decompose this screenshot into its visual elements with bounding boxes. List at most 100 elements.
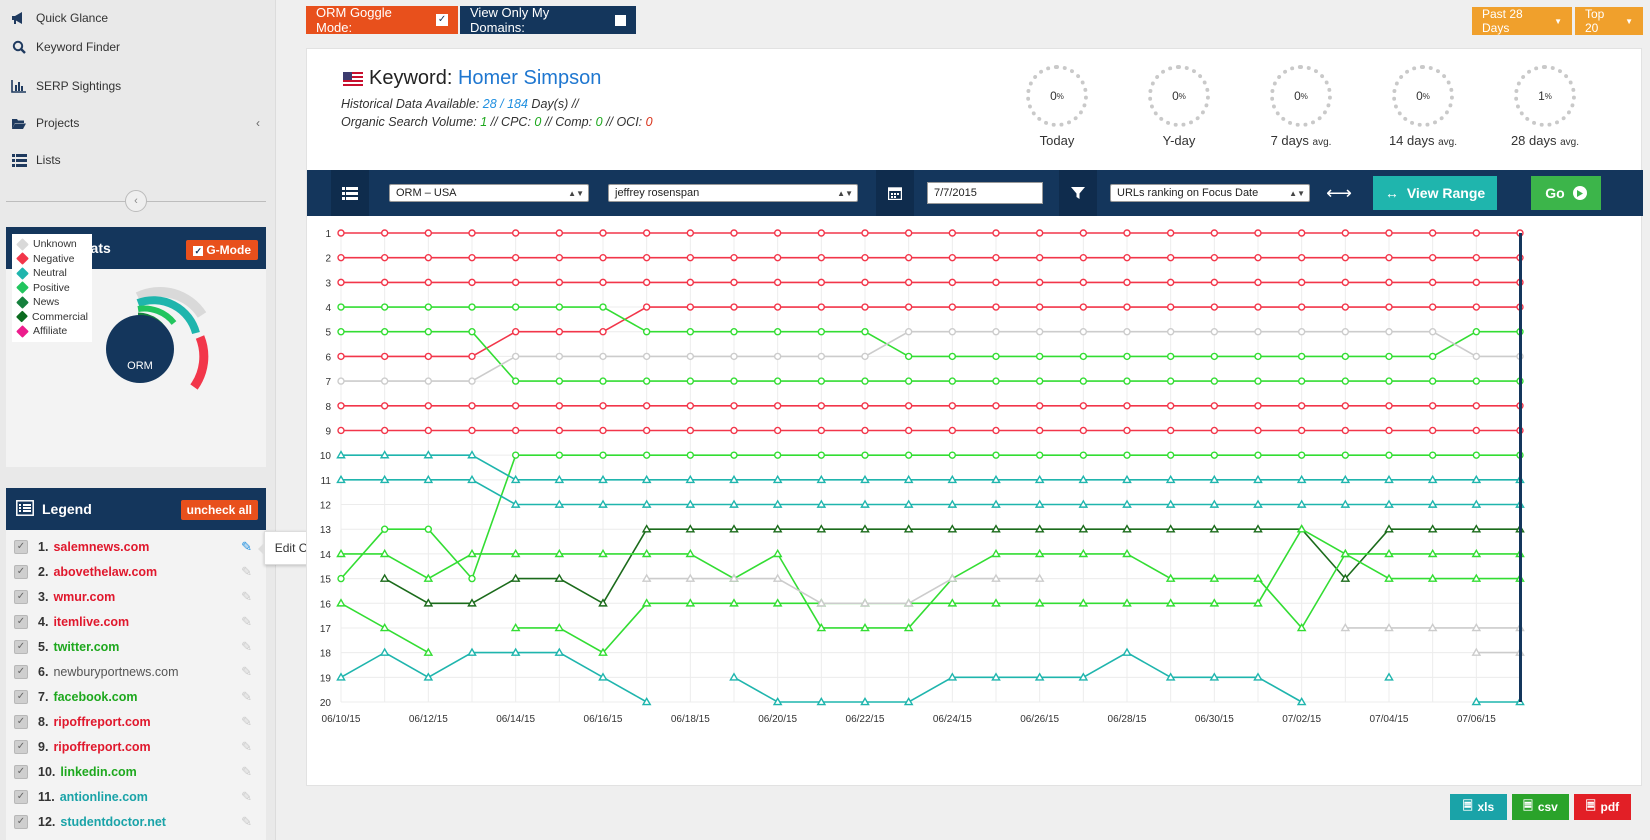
data-point[interactable]	[423, 672, 434, 681]
series-line[interactable]	[1471, 647, 1525, 656]
data-point[interactable]	[598, 647, 608, 656]
data-point[interactable]	[641, 474, 652, 484]
data-point[interactable]	[817, 426, 826, 435]
data-point[interactable]	[991, 672, 1001, 681]
data-point[interactable]	[511, 352, 520, 361]
data-point[interactable]	[1166, 253, 1175, 262]
series-line[interactable]	[337, 253, 1524, 262]
data-point[interactable]	[772, 548, 783, 558]
series-line[interactable]	[337, 278, 1524, 287]
data-point[interactable]	[380, 525, 389, 533]
legend-item[interactable]: ✓ 11. antionline.com ✎	[14, 784, 262, 809]
data-point[interactable]	[1428, 278, 1437, 287]
data-point[interactable]	[511, 278, 520, 287]
data-point[interactable]	[599, 278, 607, 287]
data-point[interactable]	[555, 253, 564, 262]
data-point[interactable]	[1079, 377, 1088, 385]
data-point[interactable]	[642, 377, 651, 385]
data-point[interactable]	[686, 278, 695, 287]
legend-item[interactable]: ✓ 5. twitter.com ✎	[14, 634, 262, 659]
data-point[interactable]	[903, 499, 914, 508]
data-point[interactable]	[1427, 622, 1438, 632]
data-point[interactable]	[337, 303, 345, 311]
keyword-select[interactable]: jeffrey rosenspan ▲▼	[608, 184, 858, 202]
edit-icon[interactable]: ✎	[241, 588, 252, 604]
data-point[interactable]	[861, 229, 869, 237]
data-point[interactable]	[1210, 451, 1219, 459]
data-point[interactable]	[511, 402, 520, 410]
data-point[interactable]	[1385, 328, 1393, 336]
data-point[interactable]	[948, 303, 957, 311]
series-line[interactable]	[337, 426, 1524, 435]
expand-horizontal-icon[interactable]: ⟷	[1326, 182, 1352, 203]
data-point[interactable]	[1123, 402, 1131, 410]
chevron-left-icon[interactable]: ‹	[256, 116, 260, 130]
data-point[interactable]	[773, 451, 782, 459]
data-point[interactable]	[468, 328, 476, 336]
data-point[interactable]	[554, 474, 565, 484]
data-point[interactable]	[816, 524, 827, 533]
data-point[interactable]	[1035, 402, 1044, 410]
legend-checkbox[interactable]: ✓	[14, 639, 28, 654]
data-point[interactable]	[599, 352, 607, 361]
data-point[interactable]	[948, 229, 957, 237]
data-point[interactable]	[1034, 573, 1045, 582]
data-point[interactable]	[1035, 426, 1044, 435]
data-point[interactable]	[1297, 253, 1306, 262]
series-line[interactable]	[337, 328, 1524, 385]
data-point[interactable]	[1035, 229, 1044, 237]
data-point[interactable]	[1385, 451, 1393, 459]
data-point[interactable]	[1296, 499, 1307, 508]
data-point[interactable]	[903, 524, 914, 533]
data-point[interactable]	[1428, 229, 1437, 237]
data-point[interactable]	[1034, 499, 1045, 508]
data-point[interactable]	[1385, 426, 1393, 435]
data-point[interactable]	[1340, 548, 1351, 558]
data-point[interactable]	[948, 278, 957, 287]
data-point[interactable]	[1254, 451, 1262, 459]
data-point[interactable]	[424, 278, 433, 287]
data-point[interactable]	[642, 303, 651, 311]
data-point[interactable]	[861, 426, 869, 435]
legend-item[interactable]: ✓ 3. wmur.com ✎	[14, 584, 262, 609]
data-point[interactable]	[1384, 474, 1394, 484]
data-point[interactable]	[1472, 328, 1481, 336]
data-point[interactable]	[555, 426, 564, 435]
legend-checkbox[interactable]: ✓	[14, 539, 28, 554]
data-point[interactable]	[904, 451, 913, 459]
data-point[interactable]	[337, 574, 345, 583]
data-point[interactable]	[1296, 474, 1307, 484]
edit-icon[interactable]: ✎	[241, 713, 252, 729]
data-point[interactable]	[773, 253, 782, 262]
data-point[interactable]	[773, 352, 782, 361]
data-point[interactable]	[641, 499, 652, 508]
edit-icon[interactable]: ✎	[241, 613, 252, 629]
data-point[interactable]	[1384, 622, 1394, 632]
data-point[interactable]	[730, 253, 738, 262]
data-point[interactable]	[904, 328, 913, 336]
view-range-button[interactable]: ↔ View Range	[1373, 176, 1497, 210]
legend-item-domain[interactable]: antionline.com	[59, 789, 148, 804]
data-point[interactable]	[1471, 647, 1482, 656]
data-point[interactable]	[1297, 352, 1306, 361]
data-point[interactable]	[1472, 426, 1481, 435]
data-point[interactable]	[1123, 253, 1131, 262]
data-point[interactable]	[992, 402, 1000, 410]
data-point[interactable]	[817, 352, 826, 361]
data-point[interactable]	[860, 474, 870, 484]
data-point[interactable]	[510, 573, 521, 582]
data-point[interactable]	[1472, 229, 1481, 237]
edit-icon[interactable]: ✎	[241, 638, 252, 654]
data-point[interactable]	[555, 352, 564, 361]
data-point[interactable]	[948, 352, 957, 361]
data-point[interactable]	[686, 451, 695, 459]
data-point[interactable]	[1166, 426, 1175, 435]
data-point[interactable]	[773, 278, 782, 287]
legend-checkbox[interactable]: ✓	[14, 689, 28, 704]
go-button[interactable]: Go	[1531, 176, 1601, 210]
data-point[interactable]	[686, 352, 695, 361]
data-point[interactable]	[772, 524, 783, 533]
data-point[interactable]	[772, 474, 783, 484]
data-point[interactable]	[1297, 426, 1306, 435]
focus-date-input[interactable]: 7/7/2015	[927, 182, 1043, 204]
